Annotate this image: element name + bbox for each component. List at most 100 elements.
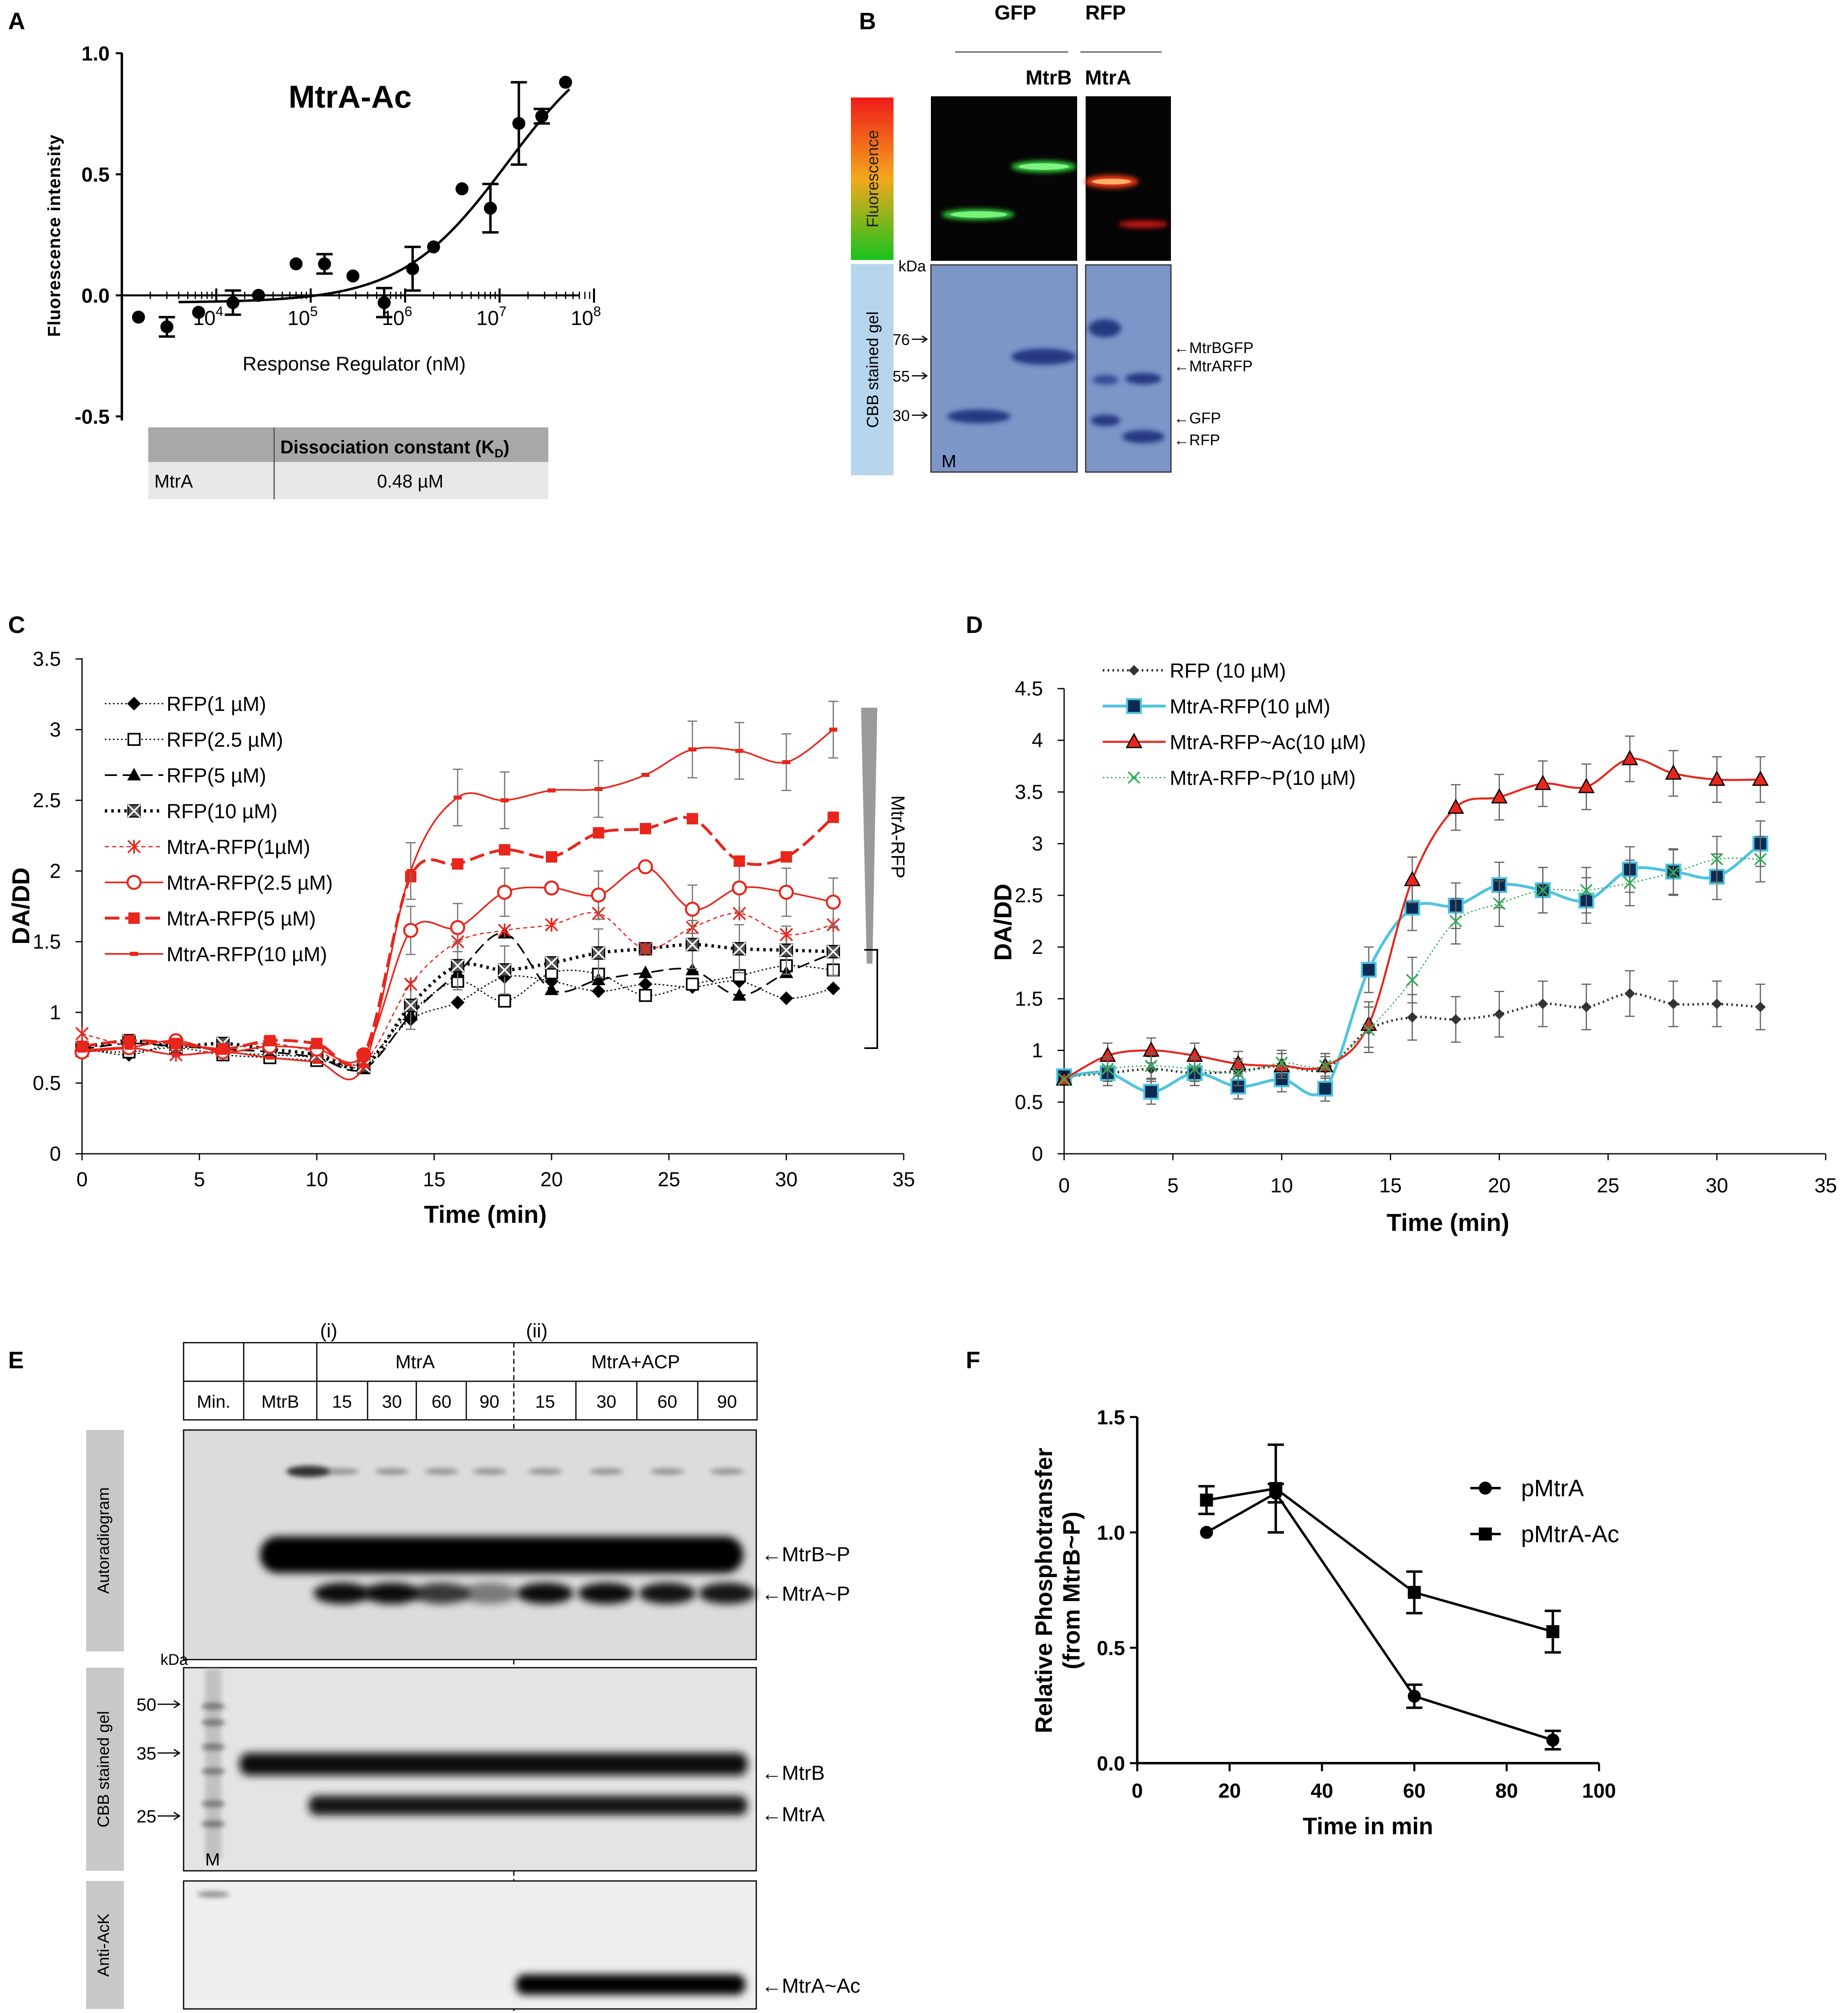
chart-f-legend-marker: [1479, 1482, 1492, 1495]
chart-a-point: [346, 269, 359, 283]
e-marker-band: [201, 1821, 225, 1827]
chart-c-legend-label: MtrA-RFP(5 µM): [167, 907, 316, 930]
chart-c-point: [686, 938, 699, 951]
chart-c-point: [264, 1035, 276, 1047]
chart-d-point: [1708, 770, 1725, 786]
chart-c-y-tick-label: 3.5: [32, 648, 61, 670]
kd-table: Dissociation constant (KD) MtrA 0.48 µM: [148, 427, 548, 499]
chart-d-point: [1406, 974, 1419, 986]
chart-c-legend-marker: [130, 952, 138, 956]
chart-c-point: [592, 946, 606, 960]
chart-c-legend-label: RFP(2.5 µM): [167, 728, 283, 751]
chart-f-series-line: [1206, 1487, 1554, 1633]
e-band-mtra-p: [639, 1583, 696, 1604]
b-kda-label: kDa: [898, 258, 926, 275]
chart-c-point: [638, 977, 653, 991]
chart-c-y-tick-label: 2.5: [32, 789, 61, 812]
e-marker-m: M: [205, 1850, 220, 1870]
e-band-mtra-ac: [516, 1974, 745, 1995]
chart-a-point: [535, 109, 548, 123]
panel-a-letter: A: [8, 8, 25, 35]
e-col-mtrb: MtrB: [262, 1392, 299, 1412]
chart-c-y-tick-label: 2: [50, 860, 61, 882]
e-head-mtra-acp: MtrA+ACP: [591, 1351, 680, 1372]
chart-c-point: [826, 895, 841, 910]
chart-c-legend-marker: [126, 875, 142, 890]
chart-f-point: [1546, 1625, 1560, 1638]
e-band-mtra-p: [578, 1583, 635, 1604]
chart-d-x-tick-label: 30: [1705, 1174, 1728, 1197]
chart-c-series-line: [82, 932, 834, 1072]
e-band-mtra-p: [314, 1583, 370, 1604]
chart-c-legend-label: MtrA-RFP(1µM): [167, 836, 310, 858]
chart-a-point: [160, 320, 173, 334]
panel-c-letter: C: [8, 612, 25, 638]
label-gfp: GFP: [995, 1, 1037, 24]
e-band-label: ←MtrA~P: [762, 1582, 850, 1605]
chart-d-series-line: [1064, 857, 1761, 1080]
chart-c-point: [450, 995, 465, 1010]
chart-c-series-line: [82, 943, 833, 1070]
chart-c-point: [546, 851, 557, 863]
chart-c-legend-marker: [127, 768, 141, 780]
chart-c-x-tick-label: 30: [775, 1168, 798, 1191]
chart-c-point: [75, 1027, 89, 1041]
chart-c-x-tick-label: 10: [305, 1168, 328, 1191]
chart-a-y-tick-label: -0.5: [75, 405, 110, 428]
chart-c-point: [638, 942, 652, 956]
e-autorad-band-top: [589, 1468, 623, 1475]
chart-a-point: [455, 182, 469, 195]
chart-c-point: [545, 982, 558, 995]
chart-c-x-tick-label: 0: [76, 1168, 88, 1191]
chart-c-x-tick-label: 35: [892, 1168, 915, 1191]
chart-c-point: [591, 887, 606, 903]
chart-d-x-tick-label: 25: [1597, 1174, 1619, 1197]
e-side-autoradiogram: Autoradiogram: [95, 1487, 113, 1594]
chart-d-x-tick-label: 15: [1379, 1174, 1402, 1197]
chart-c-point: [547, 788, 556, 793]
chart-a-point: [289, 257, 303, 271]
chart-d-point: [1450, 1014, 1461, 1025]
chart-a-y-tick-label: 0.5: [81, 163, 110, 186]
e-time-label: 30: [382, 1392, 402, 1412]
e-autorad-band-top: [375, 1468, 409, 1475]
chart-c-legend-label: RFP(5 µM): [167, 764, 266, 787]
chart-c-point: [170, 1038, 182, 1049]
chart-d-legend-label: MtrA-RFP~Ac(10 µM): [1170, 731, 1366, 754]
chart-c-point: [593, 827, 604, 839]
chart-c-point: [641, 773, 650, 777]
e-autorad-band-top: [650, 1468, 684, 1475]
panel-d-letter: D: [966, 612, 983, 638]
label-mtrb: MtrB: [1026, 66, 1072, 89]
e-band-mtrb-p: [260, 1536, 743, 1573]
panel-d: D 0 0.5 1 1.5 2 2.5 3 3.5 4 4.5 0 5 10 15 20 25 30 35 DA/…: [966, 612, 1837, 1236]
chart-f-x-tick-label: 100: [1582, 1779, 1616, 1802]
chart-d-point: [1712, 999, 1722, 1010]
chart-d-point: [1145, 1060, 1158, 1073]
chart-c-point: [450, 920, 465, 935]
chart-d-point: [1621, 750, 1638, 765]
chart-d-point: [1143, 1083, 1159, 1100]
chart-c-point: [359, 1064, 368, 1068]
chart-c-point: [688, 747, 697, 752]
rfp-bracket: [864, 949, 878, 1049]
e-band-mtra-p: [699, 1583, 755, 1604]
chart-d-point: [1317, 1081, 1333, 1097]
chart-d-point: [1665, 764, 1682, 780]
chart-d-point: [1752, 770, 1769, 786]
chart-c-x-tick-label: 20: [540, 1168, 563, 1191]
chart-c-legend-label: RFP(1 µM): [167, 693, 266, 715]
chart-a-point: [406, 262, 419, 275]
chart-a-y-tick-label: 0.0: [81, 284, 110, 307]
b-marker-arrow-head: [922, 335, 928, 343]
e-band-mtrb: [240, 1753, 747, 1775]
e-band-label: ←MtrA~Ac: [762, 1974, 860, 1997]
chart-c-point: [544, 880, 559, 896]
chart-d-y-tick-label: 4: [1032, 729, 1043, 752]
chart-c-point: [686, 813, 698, 825]
e-time-label: 60: [658, 1392, 677, 1412]
b-band-label: ←GFP: [1174, 410, 1221, 427]
e-col-min: Min.: [197, 1392, 230, 1412]
chart-d-point: [1580, 884, 1593, 897]
